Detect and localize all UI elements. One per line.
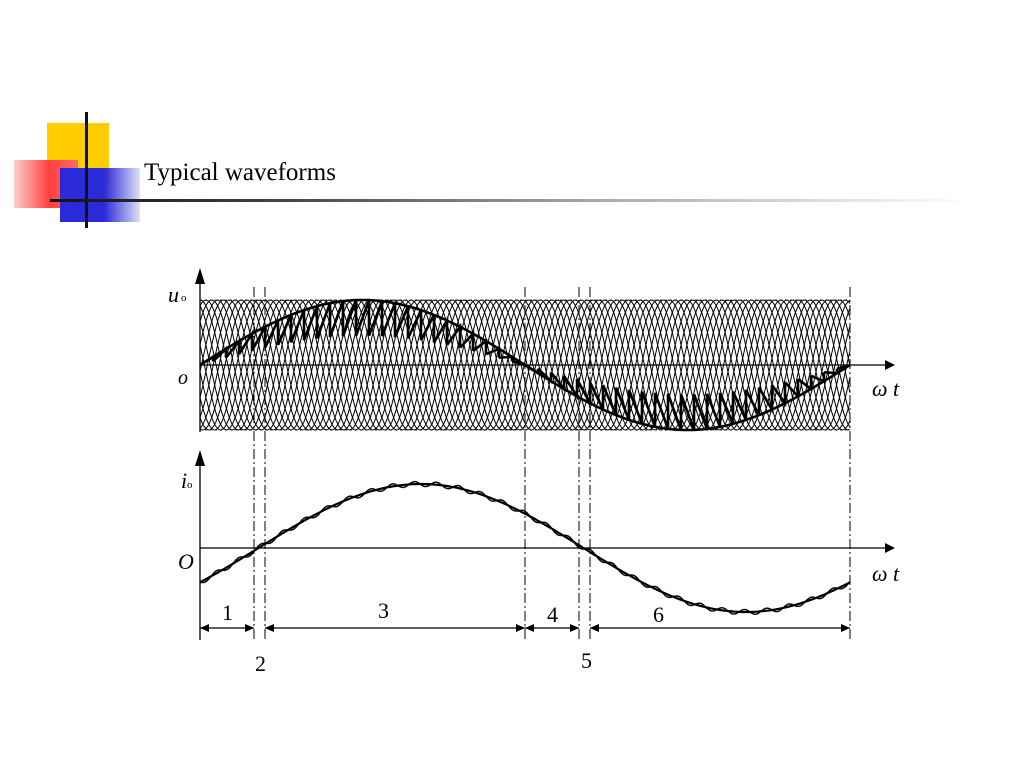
interval-label-3: 3 (378, 598, 389, 623)
narrow-interval-arrowhead (247, 625, 254, 631)
slide-title: Typical waveforms (144, 159, 336, 186)
interval-boundaries (200, 287, 851, 640)
top-origin-label: o (178, 367, 188, 389)
vertical-rule-decoration (85, 112, 88, 228)
bottom-y-label: i (181, 468, 187, 493)
interval-label-5: 5 (581, 648, 592, 673)
blue-square-decoration (60, 168, 140, 222)
bottom-y-label-subscript: o (187, 479, 193, 491)
narrow-interval-arrowhead (572, 625, 579, 631)
narrow-interval-arrowhead (590, 625, 597, 631)
bottom-x-label: ω t (872, 561, 900, 586)
top-y-label: u (168, 282, 179, 307)
top-y-axis-arrow (195, 268, 205, 284)
output-current-fundamental (199, 482, 851, 614)
interval-labels: 1 2 3 4 5 6 (222, 598, 664, 676)
bottom-origin-label: O (178, 549, 194, 574)
top-x-axis-arrow (885, 360, 895, 370)
interval-label-2: 2 (255, 651, 266, 676)
title-underline (50, 199, 970, 202)
interval-label-4: 4 (547, 602, 558, 627)
interval-label-6: 6 (653, 602, 664, 627)
interval-label-1: 1 (222, 600, 233, 625)
bottom-y-axis-arrow (195, 450, 205, 466)
interval-arrowhead (525, 624, 534, 632)
bottom-x-axis-arrow (885, 543, 895, 553)
interval-arrowhead (841, 624, 850, 632)
interval-dimension-arrows (200, 624, 850, 632)
bottom-plot: i o O ω t (178, 450, 900, 640)
top-y-label-subscript: o (181, 292, 187, 304)
phase-curve (199, 299, 851, 431)
interval-arrowhead (200, 624, 209, 632)
interval-arrowhead (516, 624, 525, 632)
narrow-interval-arrowhead (265, 625, 272, 631)
top-x-label: ω t (872, 376, 900, 401)
top-plot: u o o ω t (168, 268, 900, 432)
